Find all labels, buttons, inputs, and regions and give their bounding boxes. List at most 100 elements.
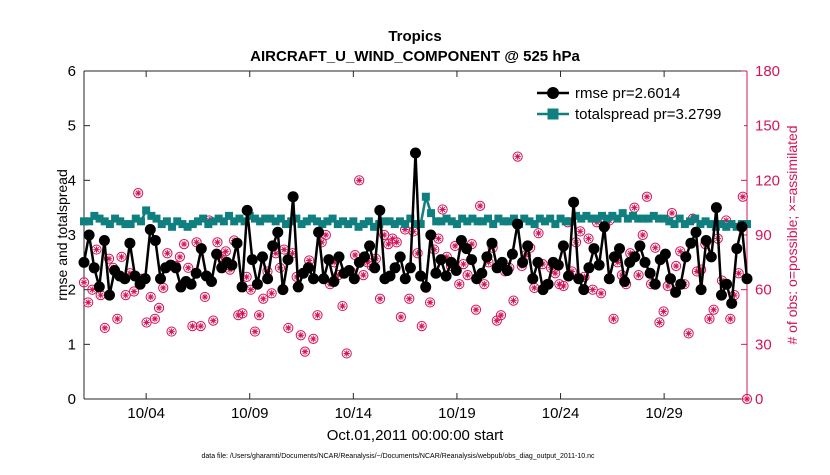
rmse-point [496,256,508,268]
obs-assimilated-star [577,228,584,235]
obs-marker [479,279,490,290]
rmse-point [226,259,238,271]
spread-point [452,220,461,229]
rmse-point [665,273,676,285]
spread-point [235,214,244,223]
obs-assimilated-star [451,242,459,250]
rmse-point [527,273,539,285]
spread-point [618,209,627,218]
obs-marker [671,260,682,272]
obs-assimilated-star [614,259,621,266]
rmse-point [476,267,488,279]
spread-point [421,192,430,201]
spread-point [504,217,513,226]
rmse-point [542,278,554,290]
obs-possible-circle [725,313,736,324]
spread-point [499,217,508,226]
rmse-point [731,243,743,255]
spread-point [256,217,265,226]
spread-point [411,220,420,229]
spread-point [121,220,130,229]
obs-assimilated-star [310,335,317,343]
x-tick-label: 10/09 [231,405,269,422]
obs-marker [162,248,173,259]
obs-possible-circle [145,291,156,303]
obs-marker [583,233,594,244]
obs-possible-circle [458,259,469,270]
obs-assimilated-star [551,270,559,277]
obs-assimilated-star [589,286,596,293]
obs-marker [437,204,448,215]
obs-assimilated-star [531,284,538,292]
spread-point [478,217,487,226]
obs-assimilated-star [105,255,113,262]
obs-possible-circle [737,191,748,202]
obs-assimilated-star [656,319,663,326]
spread-point [183,222,192,231]
rmse-point [124,237,136,249]
obs-marker [116,251,127,262]
y-tick-label: 1 [68,336,76,353]
rmse-point [486,237,498,249]
rmse-point [517,256,529,268]
obs-possible-circle [479,279,490,290]
obs-assimilated-star [481,281,488,288]
rmse-point [721,278,733,290]
rmse-point [262,273,274,285]
obs-marker [258,293,269,304]
obs-possible-circle [658,306,669,317]
obs-marker [354,175,365,186]
spread-point [105,220,114,229]
rmse-point [384,270,396,282]
spread-point [168,222,177,231]
spread-point [318,220,327,229]
obs-possible-circle [633,269,644,281]
rmse-point [93,281,105,293]
spread-point [354,222,363,231]
spread-point [623,214,632,223]
obs-assimilated-star [143,319,150,326]
rmse-point [639,256,651,268]
obs-assimilated-star [597,290,605,297]
obs-assimilated-star [414,250,421,257]
rmse-point [659,248,671,260]
obs-assimilated-star [130,288,138,295]
y-tick-labels: 0 1 2 3 4 5 6 [68,63,76,408]
obs-possible-circle [495,310,507,321]
obs-assimilated-star [568,268,576,275]
rmse-point [522,240,534,252]
obs-possible-circle [99,322,110,334]
spread-point [131,214,140,223]
rmse-point [481,251,493,263]
obs-marker [112,313,123,324]
rmse-point [195,243,207,255]
obs-marker [391,237,402,248]
obs-possible-circle [412,248,423,259]
rmse-point [185,278,197,290]
y2-tick-labels: 0 30 60 90 120 150 180 [755,63,780,408]
rmse-point [557,240,569,252]
legend-spread-label: totalspread pr=3.2799 [575,106,721,123]
obs-marker [379,229,390,241]
obs-assimilated-star [406,295,413,302]
rmse-point [430,267,442,279]
obs-assimilated-star [639,231,646,239]
y2-tick-label: 90 [755,227,772,244]
obs-assimilated-star [285,324,292,332]
rmse-point [410,147,421,159]
spread-point [686,217,695,226]
rmse-point [155,273,166,285]
obs-assimilated-star [247,286,254,293]
obs-marker [683,328,694,339]
spread-point [608,211,617,220]
legend-rmse-label: rmse pr=2.6014 [575,85,680,102]
spread-point [743,220,751,229]
spread-point [380,217,389,226]
obs-assimilated-star [84,299,92,306]
obs-assimilated-star [685,330,692,337]
obs-marker [208,315,219,326]
obs-assimilated-star [426,299,434,306]
spread-point [152,214,161,223]
